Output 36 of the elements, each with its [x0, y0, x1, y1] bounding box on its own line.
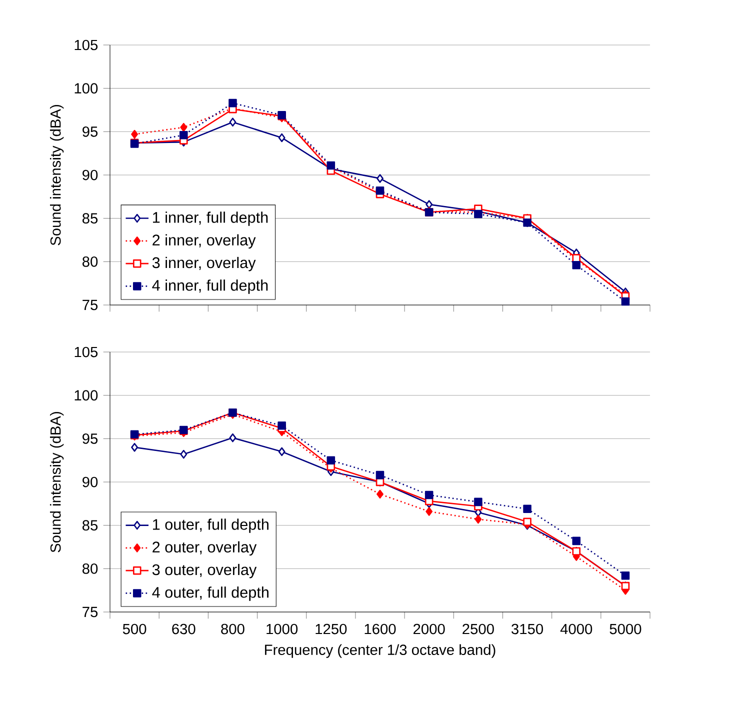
- y-tick-label: 80: [82, 563, 98, 574]
- y-tick-label: 90: [82, 476, 98, 488]
- y-tick-label: 105: [74, 40, 98, 50]
- y-tick-label: 90: [82, 170, 98, 180]
- legend-label: 2 outer, overlay: [152, 541, 257, 556]
- y-tick-label: 100: [74, 83, 98, 94]
- x-axis-title: Frequency (center 1/3 octave band): [265, 644, 496, 658]
- x-tick-label: 1600: [364, 624, 396, 634]
- y-tick-label: 95: [82, 433, 98, 444]
- legend-label: 2 inner, overlay: [152, 234, 256, 249]
- y-axis-title: Sound intensity (dBA): [50, 105, 64, 246]
- x-tick-label: 3150: [512, 624, 543, 634]
- legend-label: 4 inner, full depth: [152, 280, 268, 294]
- legend-label: 3 outer, overlay: [152, 564, 257, 578]
- x-tick-label: 800: [221, 624, 244, 634]
- y-tick-label: 105: [74, 346, 98, 358]
- legend-label: 4 outer, full depth: [152, 586, 268, 601]
- x-tick-label: 1000: [266, 624, 298, 634]
- x-tick-label: 500: [122, 624, 146, 634]
- y-tick-label: 95: [82, 126, 98, 137]
- x-tick-label: 1250: [316, 624, 347, 634]
- legend-label: 1 outer, full depth: [153, 518, 268, 533]
- y-axis-title: Sound intensity (dBA): [50, 412, 64, 552]
- legend-label: 3 inner, overlay: [152, 256, 256, 272]
- y-tick-label: 75: [82, 606, 98, 618]
- y-tick-label: 80: [82, 256, 98, 267]
- y-tick-label: 100: [74, 390, 98, 401]
- x-tick-label: 2500: [462, 624, 494, 634]
- x-tick-label: 4000: [560, 624, 592, 634]
- y-tick-label: 75: [82, 300, 98, 310]
- y-tick-label: 85: [82, 213, 98, 224]
- legend-label: 1 inner, full depth: [153, 212, 268, 226]
- x-tick-label: 2000: [414, 624, 445, 634]
- y-tick-label: 85: [82, 520, 98, 531]
- x-tick-label: 5000: [610, 624, 642, 634]
- x-tick-label: 630: [172, 624, 196, 634]
